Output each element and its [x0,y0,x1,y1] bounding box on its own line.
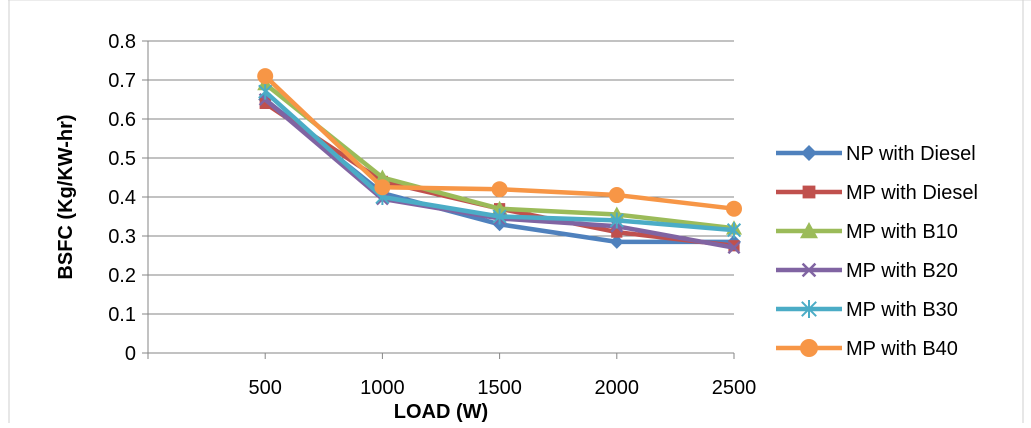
legend-label: MP with Diesel [846,182,978,204]
y-tick-label: 0.4 [108,187,136,209]
marker-circle [800,339,818,357]
series-group [257,68,742,255]
x-tick-label: 500 [249,377,282,399]
marker-square [802,185,816,199]
marker-star [801,300,817,318]
y-tick-label: 0.1 [108,304,136,326]
marker-triangle [374,169,391,184]
y-tick-label: 0.2 [108,265,136,287]
x-tick-label: 2500 [712,377,757,399]
legend-item: MP with B10 [776,221,958,243]
y-tick-label: 0.6 [108,109,136,131]
marker-square [259,97,271,109]
y-tick-label: 0.8 [108,31,136,53]
legend-label: MP with B20 [846,260,958,282]
legend-label: MP with B10 [846,221,958,243]
legend-label: MP with B40 [846,338,958,360]
marker-diamond [801,145,817,161]
marker-circle [726,200,742,217]
y-tick-labels: 0 0.1 0.2 0.3 0.4 0.5 0.6 0.7 0.8 [108,31,136,365]
marker-x-stroke [727,241,741,255]
legend-item: MP with B20 [776,260,958,282]
marker-star [609,212,624,229]
x-tick-label: 1000 [360,377,405,399]
marker-star [726,222,742,239]
x-tick-labels: 500 1000 1500 2000 2500 [249,377,757,399]
gridlines [148,40,734,315]
x-tick-label: 1500 [477,377,522,399]
y-axis-title: BSFC (Kg/KW-hr) [55,114,77,279]
series-mp-with-b30 [258,83,742,239]
marker-circle [374,179,391,196]
marker-circle [491,181,508,198]
marker-diamond [609,234,624,249]
marker-x [727,241,741,255]
series-mp-with-b40 [257,68,742,217]
marker-x-stroke [801,262,817,278]
x-tick-label: 2000 [595,377,640,399]
legend: NP with Diesel MP with Diesel MP with B10 M… [776,143,978,360]
marker-square [611,226,623,238]
legend-item: NP with Diesel [776,143,976,165]
x-axis-title: LOAD (W) [394,401,488,423]
y-tick-label: 0 [125,343,136,365]
marker-star [258,83,273,100]
marker-circle [608,187,625,204]
marker-triangle [800,222,818,239]
axes [142,40,735,359]
legend-item: MP with B40 [776,338,958,360]
legend-item: MP with B30 [776,299,958,321]
marker-circle [257,68,274,85]
y-tick-label: 0.7 [108,70,136,92]
marker-x [801,262,817,278]
y-tick-label: 0.5 [108,148,136,170]
legend-label: MP with B30 [846,299,958,321]
marker-star [492,208,507,225]
y-tick-label: 0.3 [108,226,136,248]
legend-label: NP with Diesel [846,143,976,165]
legend-item: MP with Diesel [776,182,978,204]
